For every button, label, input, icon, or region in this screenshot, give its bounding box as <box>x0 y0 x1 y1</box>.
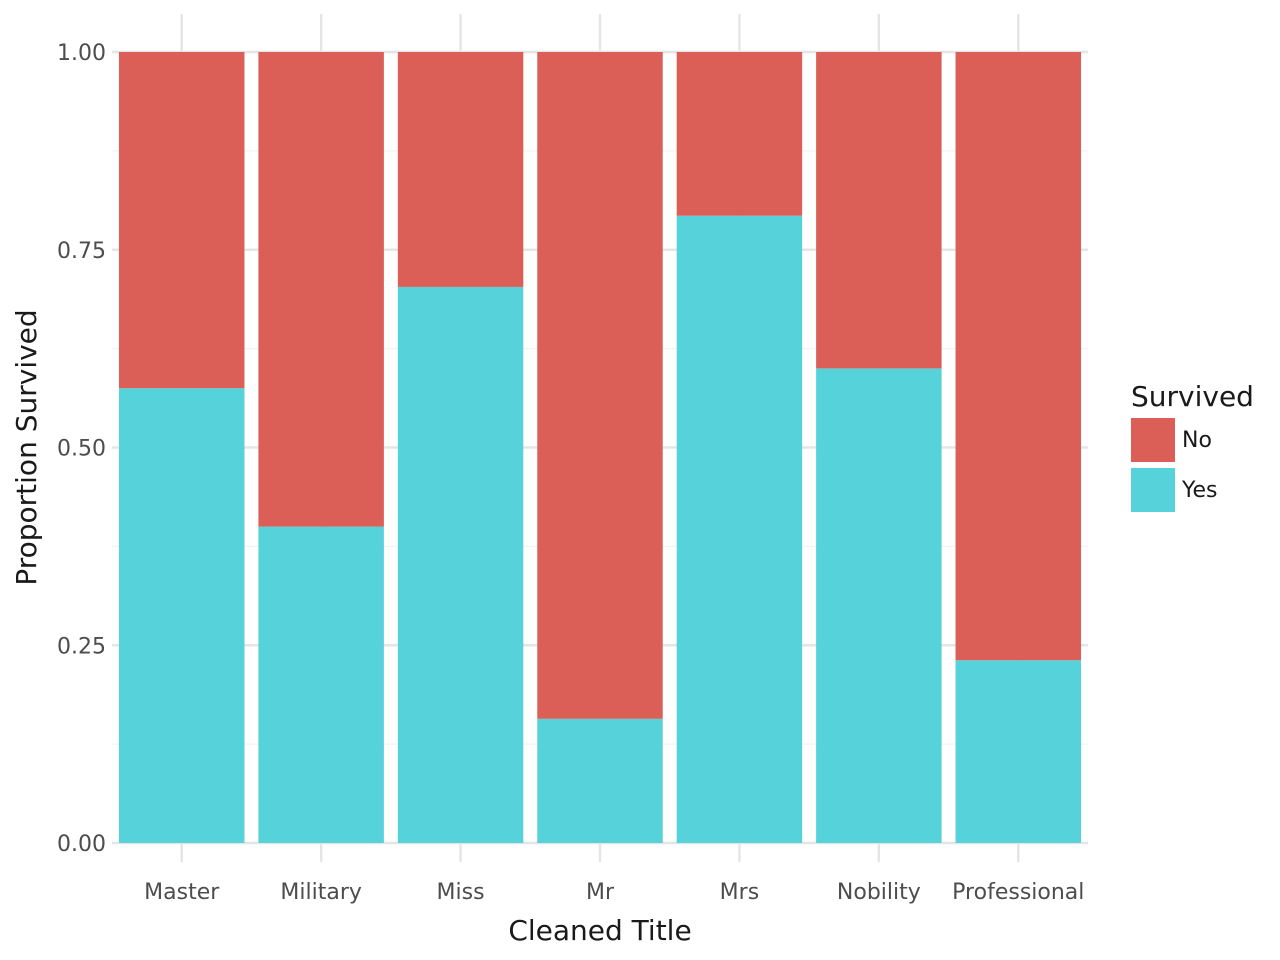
bar-segment <box>955 52 1082 661</box>
y-tick-label: 0.00 <box>57 832 106 857</box>
y-tick-label: 0.50 <box>57 437 106 462</box>
legend-title: Survived <box>1131 380 1254 413</box>
bar-segment <box>816 368 942 843</box>
legend-swatch <box>1131 468 1175 512</box>
legend: Survived No Yes <box>1131 380 1254 512</box>
y-tick-label: 0.25 <box>57 634 106 659</box>
bar-segment <box>397 52 524 287</box>
bar-segment <box>258 526 384 843</box>
legend-label: No <box>1182 428 1212 453</box>
bar-segment <box>955 660 1082 843</box>
y-tick-label: 1.00 <box>57 41 106 66</box>
x-tick-labels: Master Military Miss Mr Mrs Nobility Professio… <box>144 880 1084 905</box>
x-tick-label: Military <box>280 880 362 905</box>
bar-segment <box>676 52 803 216</box>
x-axis-title: Cleaned Title <box>508 914 691 947</box>
bar-segment <box>397 286 524 843</box>
x-tick-label: Master <box>144 880 220 905</box>
bar-segment <box>537 718 663 843</box>
legend-items: No Yes <box>1131 418 1218 512</box>
x-tick-label: Professional <box>952 880 1084 905</box>
bar-segment <box>676 215 803 843</box>
x-tick-label: Mr <box>586 880 615 905</box>
x-tick-label: Mrs <box>720 880 760 905</box>
bar-segment <box>118 52 245 389</box>
bars <box>118 52 1082 843</box>
bar-segment <box>816 52 942 369</box>
bar-segment <box>258 52 384 527</box>
bar-segment <box>118 388 245 843</box>
legend-label: Yes <box>1181 478 1218 503</box>
y-tick-label: 0.75 <box>57 239 106 264</box>
legend-swatch <box>1131 418 1175 462</box>
y-tick-labels: 0.00 0.25 0.50 0.75 1.00 <box>57 41 106 857</box>
y-axis-title: Proportion Survived <box>10 309 43 585</box>
x-tick-label: Nobility <box>837 880 921 905</box>
bar-segment <box>537 52 663 719</box>
x-tick-label: Miss <box>437 880 485 905</box>
